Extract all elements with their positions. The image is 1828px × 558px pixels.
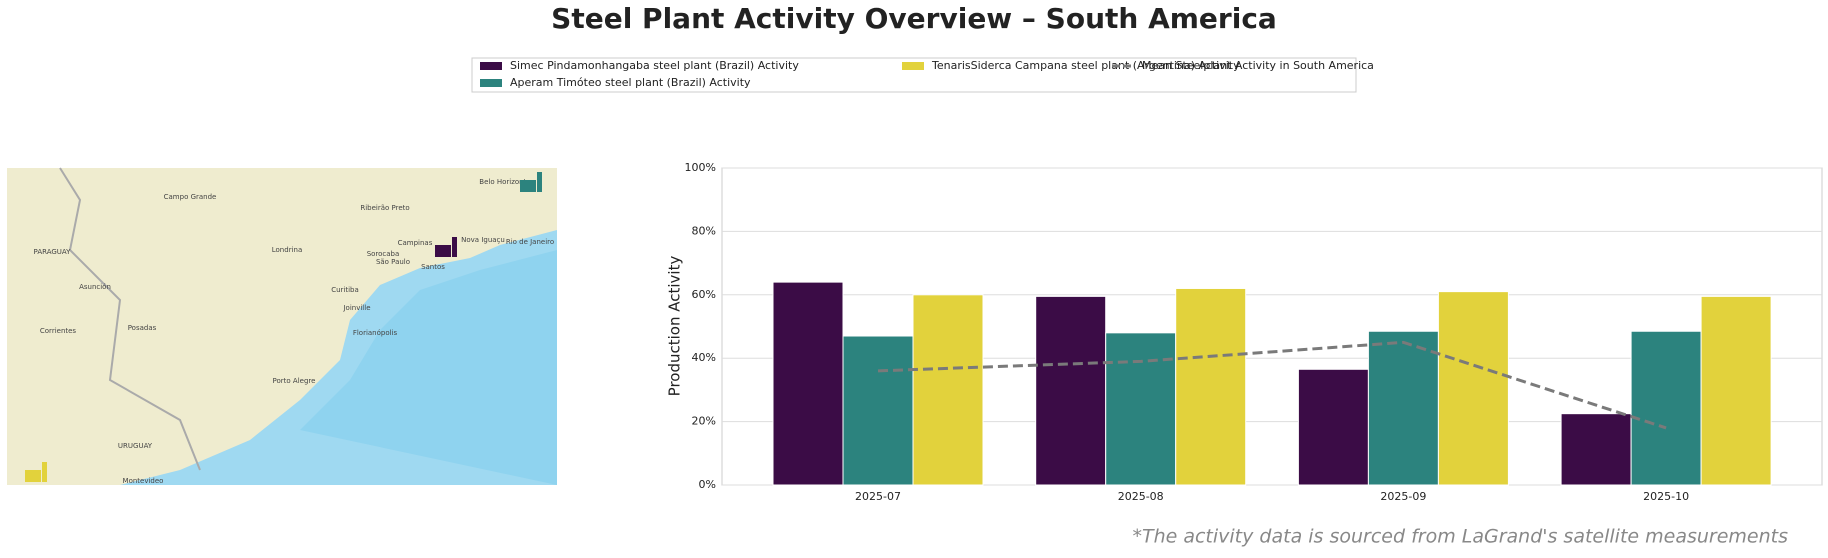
map-label: Ribeirão Preto (360, 204, 409, 212)
map-label: São Paulo (376, 258, 410, 266)
map-label: URUGUAY (118, 442, 153, 450)
plant-marker-chimney (42, 462, 47, 482)
y-tick-label: 20% (692, 415, 716, 428)
bar (1630, 330, 1702, 486)
plant-marker (25, 470, 41, 482)
x-tick-label: 2025-10 (1643, 490, 1689, 503)
plant-marker (435, 245, 451, 257)
plant-marker-chimney (537, 172, 542, 192)
x-tick-label: 2025-09 (1380, 490, 1426, 503)
x-tick-label: 2025-08 (1118, 490, 1164, 503)
legend-swatch (902, 62, 924, 70)
mean-line (877, 340, 1667, 430)
bar (1105, 332, 1177, 486)
map-label: Curitiba (331, 286, 359, 294)
map-ocean-deep (300, 250, 557, 485)
map-label: Porto Alegre (273, 377, 316, 385)
map-border (59, 167, 201, 471)
bar (1560, 413, 1632, 486)
map-label: Nova Iguaçu (461, 236, 505, 244)
y-tick-label: 80% (692, 224, 716, 237)
map-label: Asunción (79, 283, 111, 291)
y-tick-label: 60% (692, 288, 716, 301)
x-tick-label: 2025-07 (855, 490, 901, 503)
map-label: PARAGUAY (34, 248, 72, 256)
y-tick-label: 100% (685, 161, 716, 174)
map-label: Joinville (342, 304, 370, 312)
map-label: Londrina (272, 246, 303, 254)
legend-label: Mean Steelplant Activity in South Americ… (1142, 59, 1374, 72)
y-tick-label: 40% (692, 351, 716, 364)
map-label: Santos (421, 263, 445, 271)
footnote: *The activity data is sourced from LaGra… (1132, 526, 1788, 548)
map-label: Belo Horizonte (479, 178, 530, 186)
bar (1437, 291, 1509, 486)
bar (1035, 295, 1107, 486)
legend-swatch (480, 62, 502, 70)
map-label: Campo Grande (164, 193, 217, 201)
bar (1367, 330, 1439, 486)
y-axis-label: Production Activity (666, 256, 684, 397)
bar (842, 335, 914, 486)
bar (1700, 295, 1772, 486)
legend-label: Simec Pindamonhangaba steel plant (Brazi… (510, 59, 799, 72)
bar (772, 281, 844, 486)
title: Steel Plant Activity Overview – South Am… (551, 2, 1277, 35)
map-label: Campinas (398, 239, 433, 247)
bar (912, 294, 984, 486)
legend-label: Aperam Timóteo steel plant (Brazil) Acti… (510, 76, 751, 89)
y-tick-label: 0% (699, 478, 716, 491)
legend-swatch (480, 79, 502, 87)
map-label: Corrientes (40, 327, 77, 335)
bar (1297, 368, 1369, 486)
map-label: Florianópolis (353, 329, 398, 337)
map-label: Posadas (128, 324, 157, 332)
bar (1175, 287, 1247, 486)
legend-label: TenarisSiderca Campana steel plant (Arge… (931, 59, 1240, 72)
map-label: Rio de Janeiro (506, 238, 554, 246)
map-label: Sorocaba (367, 250, 400, 258)
map-label: Montevideo (123, 477, 164, 485)
plant-marker (520, 180, 536, 192)
plant-marker-chimney (452, 237, 457, 257)
map: Campo Grande Belo Horizonte Ribeirão Pre… (7, 167, 557, 485)
